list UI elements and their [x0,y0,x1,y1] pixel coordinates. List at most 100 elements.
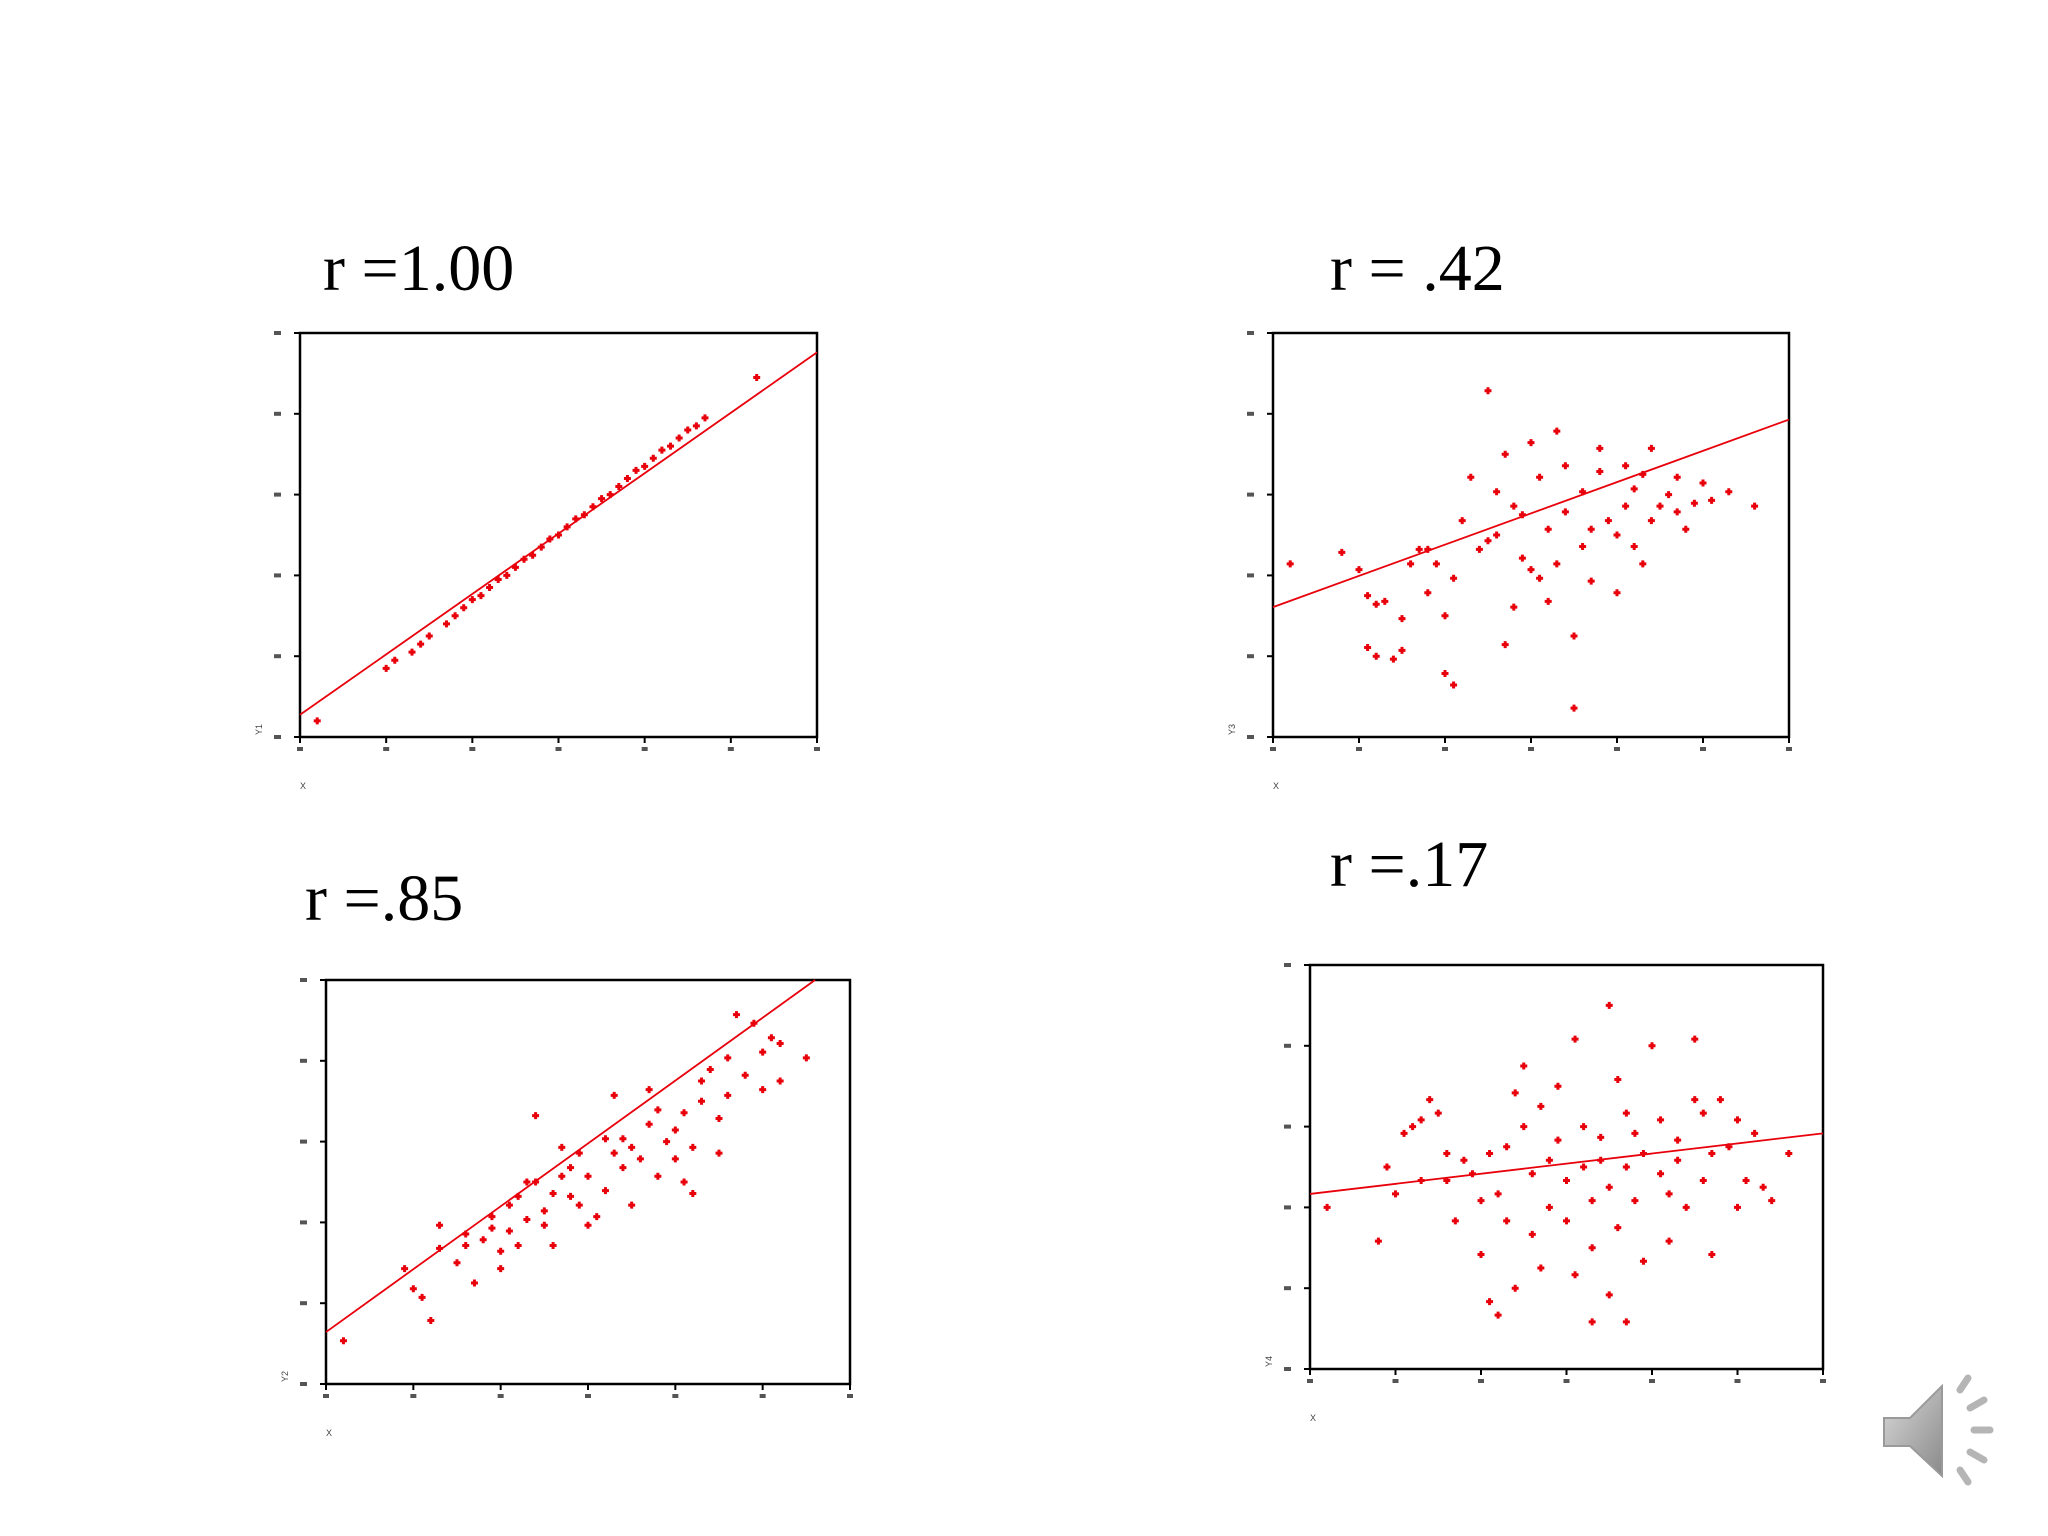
data-point [1415,545,1423,553]
data-point [1467,473,1475,481]
data-point [1708,1150,1716,1158]
data-point [540,1221,548,1229]
data-point [1372,652,1380,660]
data-point [1691,1096,1699,1104]
data-point [1725,488,1733,496]
data-point [1656,502,1664,510]
data-point [408,648,416,656]
data-point [1657,1170,1665,1178]
data-point [479,1236,487,1244]
data-point [1563,1176,1570,1184]
data-point [563,523,571,531]
data-point [494,575,502,583]
data-point [1545,1156,1553,1164]
data-point [1639,470,1647,478]
data-point [1665,1237,1673,1245]
data-point [537,543,545,551]
data-point [1554,1082,1562,1090]
y-tick-label [274,654,281,659]
data-point [619,1135,627,1143]
data-point [1484,387,1492,395]
data-point [1596,444,1604,452]
data-point [689,1190,697,1198]
data-point [1605,1291,1613,1299]
data-point [1665,1190,1673,1198]
data-point [1501,641,1509,649]
data-point [1588,1244,1596,1252]
y-tick-label [300,1139,307,1144]
data-point [1286,560,1294,568]
y-axis-label: Y3 [1227,724,1237,735]
y-tick-label [1284,963,1291,967]
data-point [442,620,450,628]
data-point [698,1077,706,1085]
data-point [503,571,511,579]
data-point [1398,615,1406,623]
data-point [1355,566,1363,574]
x-tick-label [814,747,820,751]
regression-line [325,979,816,1333]
data-point [663,1138,671,1146]
data-point [1477,1197,1485,1205]
data-point [1588,1318,1596,1326]
data-point [584,1172,592,1180]
y-tick-label [1284,1124,1291,1129]
data-point [1622,1163,1630,1171]
data-point [1605,1183,1613,1191]
x-tick-label [585,1394,591,1398]
x-tick-label [1270,747,1276,751]
plot-frame-4 [1308,963,1825,1371]
data-point [1528,1170,1536,1178]
data-point [1486,1298,1494,1306]
data-point [589,503,597,511]
data-point [1588,1197,1596,1205]
data-point [1665,491,1673,499]
x-axis-label: X [300,781,306,791]
data-point [1450,574,1458,582]
data-point [654,1172,662,1180]
data-point [1561,508,1569,516]
data-point [1587,577,1595,585]
y-tick-label [1247,735,1254,739]
data-point [1691,1035,1699,1043]
data-point [1520,1062,1528,1070]
data-point [645,1086,653,1094]
data-point [1579,543,1587,551]
data-point [776,1077,784,1085]
data-point [401,1265,409,1273]
data-point [1527,439,1535,447]
data-point [1338,548,1346,556]
data-point [1537,1102,1545,1110]
data-point [558,1143,566,1151]
x-tick-label [1356,747,1362,751]
data-point [567,1192,575,1200]
r-label-4: r =.17 [1330,828,1489,901]
data-point [1622,1109,1630,1117]
data-point [701,414,709,422]
data-point [1528,1230,1536,1238]
data-point [1511,1284,1519,1292]
speaker-icon-graphic [1883,1374,1994,1486]
data-point [1486,1150,1494,1158]
speaker-icon[interactable] [1880,1368,2020,1498]
data-point [409,1285,417,1293]
data-point [1392,1190,1399,1198]
x-tick-label [1734,1379,1741,1383]
y-tick-label [1247,492,1254,497]
data-point [1734,1203,1741,1211]
data-point [671,1126,679,1134]
data-point [1400,1129,1408,1137]
x-tick-label [1649,1379,1655,1383]
data-point [540,1207,548,1215]
data-point [619,1164,627,1172]
plot-frame-2 [1271,331,1791,739]
data-point [1587,525,1595,533]
data-point [753,373,761,381]
data-point [776,1039,784,1047]
data-point [1424,589,1432,597]
data-point [1544,597,1552,605]
data-point [1493,488,1501,496]
data-point [1682,525,1690,533]
data-point [1536,473,1544,481]
x-tick-label [1820,1379,1826,1383]
